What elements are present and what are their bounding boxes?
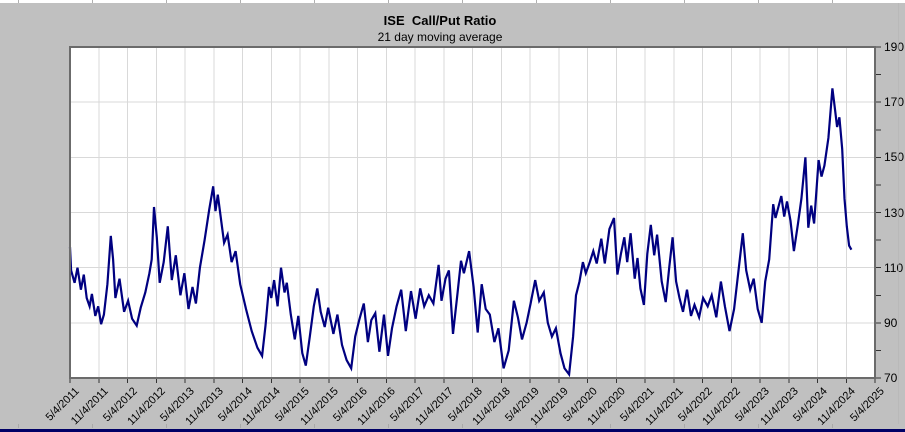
y-axis-tick-label: 170 bbox=[884, 95, 905, 110]
spreadsheet-top-strip bbox=[0, 0, 905, 3]
spreadsheet-column-line bbox=[18, 424, 19, 428]
spreadsheet-column-line bbox=[684, 424, 685, 428]
spreadsheet-column-line bbox=[832, 424, 833, 428]
y-axis-tick-label: 150 bbox=[884, 150, 905, 165]
spreadsheet-column-line bbox=[462, 424, 463, 428]
spreadsheet-column-line bbox=[388, 0, 389, 3]
spreadsheet-column-line bbox=[240, 0, 241, 3]
spreadsheet-column-line bbox=[684, 0, 685, 3]
spreadsheet-column-line bbox=[314, 0, 315, 3]
spreadsheet-column-line bbox=[832, 0, 833, 3]
spreadsheet-column-line bbox=[18, 0, 19, 3]
spreadsheet-column-line bbox=[536, 0, 537, 3]
spreadsheet-column-line bbox=[758, 424, 759, 428]
spreadsheet-column-line bbox=[388, 424, 389, 428]
y-axis-tick-label: 190 bbox=[884, 40, 905, 54]
spreadsheet-column-line bbox=[92, 424, 93, 428]
y-axis-tick-label: 110 bbox=[884, 260, 904, 275]
bottom-blue-strip bbox=[0, 429, 905, 432]
spreadsheet-column-line bbox=[92, 0, 93, 3]
spreadsheet-column-line bbox=[166, 424, 167, 428]
spreadsheet-column-line bbox=[758, 0, 759, 3]
spreadsheet-column-line bbox=[898, 3, 899, 424]
spreadsheet-column-line bbox=[610, 424, 611, 428]
y-axis-tick-label: 90 bbox=[884, 315, 898, 330]
spreadsheet-column-line bbox=[314, 424, 315, 428]
spreadsheet-column-line bbox=[462, 0, 463, 3]
spreadsheet-column-line bbox=[166, 0, 167, 3]
spreadsheet-column-line bbox=[610, 0, 611, 3]
spreadsheet-column-line bbox=[240, 424, 241, 428]
chart-title: ISE Call/Put Ratio bbox=[383, 13, 497, 28]
y-axis-tick-label: 70 bbox=[884, 371, 898, 385]
series-line bbox=[68, 88, 853, 378]
y-axis-tick-label: 130 bbox=[884, 205, 905, 220]
spreadsheet-column-line bbox=[536, 424, 537, 428]
plot-border bbox=[69, 46, 876, 379]
chart-subtitle: 21 day moving average bbox=[377, 30, 503, 44]
